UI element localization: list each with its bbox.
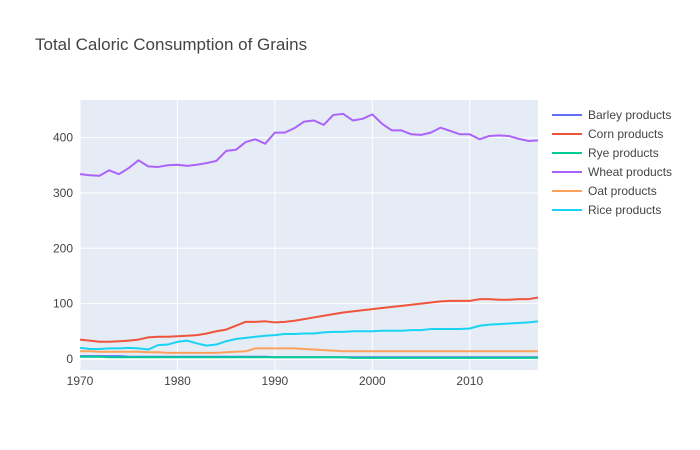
- x-tick-label: 2010: [456, 374, 483, 388]
- legend[interactable]: Barley products Corn products Rye products…: [552, 108, 672, 217]
- x-tick-label: 1990: [262, 374, 289, 388]
- legend-label: Barley products: [588, 108, 671, 122]
- plot-area: 1970 1980 1990 2000 2010 0 100 200 300 400: [53, 100, 538, 388]
- series-line-rice-products: [80, 320, 538, 351]
- x-tick-label: 1970: [67, 374, 94, 388]
- plot-background: [80, 100, 538, 370]
- legend-label: Wheat products: [588, 165, 672, 179]
- y-tick-label: 400: [53, 131, 73, 145]
- legend-item-wheat-products[interactable]: Wheat products: [552, 165, 672, 179]
- y-tick-label: 100: [53, 297, 73, 311]
- x-tick-label: 1980: [164, 374, 191, 388]
- series-line-rye-products: [80, 355, 538, 359]
- series-group: [80, 112, 538, 359]
- legend-item-rice-products[interactable]: Rice products: [552, 203, 661, 217]
- series-line-oat-products: [80, 347, 538, 354]
- legend-label: Rice products: [588, 203, 661, 217]
- y-tick-label: 200: [53, 241, 73, 255]
- x-tick-label: 2000: [359, 374, 386, 388]
- legend-label: Oat products: [588, 184, 657, 198]
- legend-item-barley-products[interactable]: Barley products: [552, 108, 671, 122]
- series-line-corn-products: [80, 296, 538, 343]
- y-tick-label: 0: [66, 352, 73, 366]
- legend-item-corn-products[interactable]: Corn products: [552, 127, 663, 141]
- legend-label: Rye products: [588, 146, 659, 160]
- legend-item-rye-products[interactable]: Rye products: [552, 146, 659, 160]
- legend-label: Corn products: [588, 127, 663, 141]
- series-line-wheat-products: [80, 112, 538, 177]
- legend-item-oat-products[interactable]: Oat products: [552, 184, 657, 198]
- y-tick-label: 300: [53, 186, 73, 200]
- chart-title: Total Caloric Consumption of Grains: [35, 35, 307, 54]
